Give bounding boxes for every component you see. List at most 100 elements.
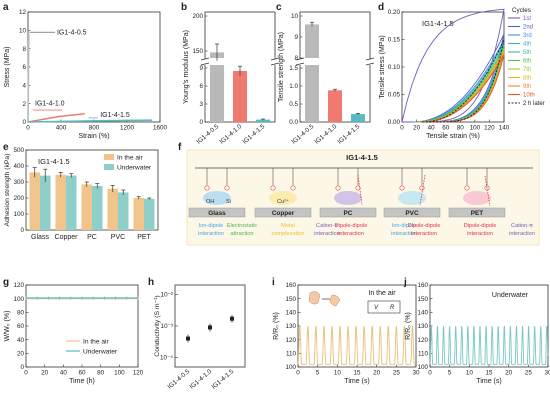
- y-axis-label: R/R₀ (%): [405, 312, 412, 340]
- bar: [144, 198, 155, 230]
- x-tick-label: 20: [505, 370, 513, 377]
- legend-title: Cycles: [512, 7, 531, 14]
- y-tick-label: 10⁻²: [161, 292, 173, 299]
- x-tick-label: 5: [316, 370, 320, 377]
- bar: [92, 186, 103, 230]
- y-tick-label: 100: [285, 364, 296, 371]
- data-point: [186, 336, 190, 341]
- y-tick-label: 100: [417, 364, 428, 371]
- y-tick-label: 40: [17, 337, 25, 344]
- ion-label: Si: [226, 199, 231, 205]
- y-tick-label: 0.5: [289, 101, 298, 108]
- panel-letter-b: b: [181, 2, 187, 13]
- category-label: PET: [137, 234, 151, 241]
- bar: [305, 24, 319, 58]
- interaction-label: Metal: [281, 223, 295, 229]
- panel-title: IG1-4-1.5: [422, 19, 454, 28]
- y-tick-label: 400: [13, 163, 24, 170]
- x-tick-label: 800: [89, 125, 100, 132]
- legend-label: 6th: [523, 59, 531, 65]
- x-tick-label: 400: [56, 125, 67, 132]
- legend-label: In the air: [117, 155, 143, 162]
- y-tick-label: 100: [13, 211, 24, 218]
- series-line: [27, 119, 153, 123]
- interaction-label: complexation: [272, 231, 305, 237]
- y-tick-label: 6: [22, 64, 26, 71]
- interaction-zone: [203, 191, 231, 205]
- category-label: IG1-4-0.5: [290, 123, 315, 146]
- x-tick-label: 30: [412, 370, 420, 377]
- y-tick-label: 60: [17, 323, 25, 330]
- y-axis-label: Tensile stress (MPa): [379, 35, 386, 98]
- y-tick-label: 120: [417, 337, 428, 344]
- y-tick-label: 100: [13, 296, 24, 303]
- x-tick-label: 0: [24, 370, 28, 377]
- y-axis-label: Conductivity (S m⁻¹): [154, 295, 161, 356]
- y-tick-label: 0.05: [388, 92, 401, 99]
- panel-letter-e: e: [3, 142, 9, 153]
- interaction-label: Electrostatic: [227, 223, 258, 229]
- interaction-zone: [398, 191, 426, 205]
- x-tick-label: 5: [448, 370, 452, 377]
- substrate-label: PET: [471, 210, 484, 217]
- x-axis-label: Strain (%): [78, 133, 109, 140]
- legend-label: Underwater: [83, 349, 118, 356]
- bar: [40, 175, 51, 230]
- category-label: IG1-4-1.0: [188, 368, 213, 391]
- dipole-line: [484, 175, 491, 207]
- y-tick-label: 120: [285, 337, 296, 344]
- bar: [210, 65, 224, 122]
- y-tick-label: 200: [13, 195, 24, 202]
- cycle-curve: [421, 54, 505, 123]
- interaction-zone: [334, 191, 362, 205]
- ion-site: [464, 185, 470, 191]
- y-tick-label: 0: [22, 119, 26, 126]
- axes-frame: [429, 284, 549, 368]
- bar-break: [210, 58, 224, 65]
- y-tick-label: 20: [17, 351, 25, 358]
- substrate-label: PC: [344, 210, 353, 217]
- circuit-icon: [367, 300, 401, 314]
- panel-title: In the air: [368, 290, 396, 297]
- ion-label: Cu²⁺: [277, 198, 289, 205]
- axis-break-mark: [295, 62, 305, 66]
- legend-swatch: [104, 154, 114, 160]
- category-label: IG1-4-0.5: [195, 123, 220, 146]
- x-tick-label: 1600: [153, 125, 168, 132]
- category-label: IG1-4-1.5: [241, 123, 266, 146]
- resistance-signal: [297, 325, 416, 365]
- axis-break-mark: [270, 57, 280, 61]
- schematic-title: IG1-4-1.5: [346, 153, 378, 162]
- y-tick-label: 8: [294, 55, 298, 62]
- category-label: IG1-4-1.5: [210, 368, 235, 391]
- x-axis-label: Time (s): [344, 378, 369, 385]
- y-tick-label: 10: [291, 13, 299, 20]
- legend-label: In the air: [83, 339, 109, 346]
- interaction-label: Cation-π: [511, 223, 533, 229]
- y-tick-label: 9: [294, 34, 298, 41]
- ion-site: [355, 185, 361, 191]
- y-tick-label: 150: [192, 48, 203, 55]
- y-tick-label: 10: [19, 28, 27, 35]
- x-tick-label: 1200: [120, 125, 135, 132]
- ion-site: [270, 185, 276, 191]
- y-tick-label: 1.0: [289, 83, 298, 90]
- interaction-zone: [269, 191, 297, 205]
- bar: [29, 172, 40, 230]
- data-point: [230, 316, 234, 321]
- y-tick-label: 150: [285, 296, 296, 303]
- y-tick-label: 110: [286, 351, 297, 358]
- bar: [118, 192, 129, 230]
- legend-label: 4th: [523, 42, 531, 48]
- y-tick-label: 0.20: [388, 9, 401, 16]
- panel-letter-j: j: [403, 277, 407, 288]
- finger-icon: [329, 294, 341, 307]
- panel-letter-f: f: [178, 142, 182, 153]
- axis-break-mark: [270, 62, 280, 66]
- y-tick-label: 0.15: [388, 37, 401, 44]
- substrate-plate: [188, 207, 246, 218]
- y-tick-label: 0: [20, 227, 24, 234]
- interaction-label: interaction: [198, 231, 224, 237]
- x-axis-label: Time (s): [476, 378, 501, 385]
- panel-letter-h: h: [148, 277, 154, 288]
